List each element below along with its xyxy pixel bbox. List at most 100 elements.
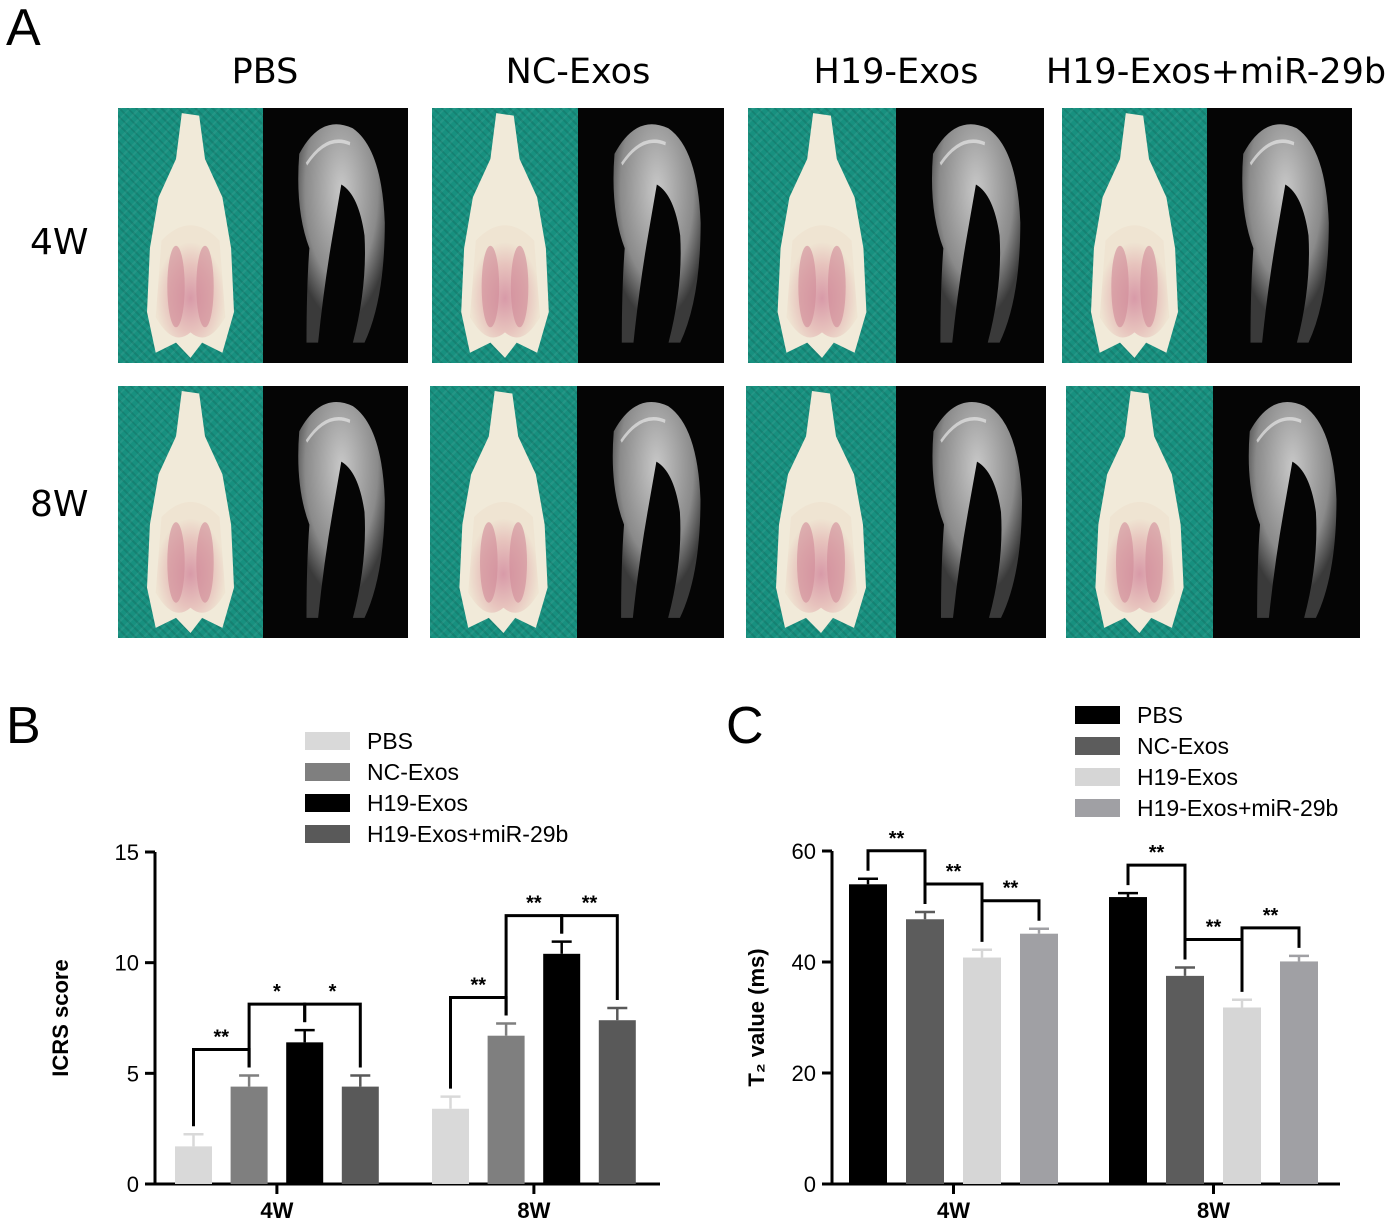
- legend-label-h19-exos: H19-Exos: [1137, 764, 1238, 790]
- legend-swatch-pbs: [1075, 706, 1120, 724]
- mri-scan-nc-exos-4w: [578, 108, 724, 363]
- x-tick-label-4w: 4W: [937, 1198, 970, 1223]
- significance-label: **: [526, 893, 542, 915]
- y-axis-label: T₂ value (ms): [744, 948, 769, 1086]
- legend-label-nc-exos: NC-Exos: [367, 759, 459, 785]
- legend-label-h19-exos: H19-Exos: [367, 790, 468, 816]
- gross-photo-h19-exos-8w: [746, 386, 896, 638]
- bar-nc-exos-8w: [1166, 975, 1204, 1184]
- y-tick-label: 10: [115, 951, 139, 976]
- icrs-score-chart: PBS NC-Exos H19-Exos H19-Exos+miR-29b 0 5 10 15…: [48, 728, 660, 1223]
- significance-bracket: [980, 899, 1041, 942]
- bar-h19-exos-mir-29b-8w: [1280, 961, 1318, 1184]
- bar-h19-exos-mir-29b-4w: [1020, 933, 1058, 1184]
- significance-label: **: [1263, 905, 1279, 927]
- y-tick-label: 40: [792, 950, 816, 975]
- mri-scan-h19-exos-8w: [896, 386, 1046, 638]
- legend-swatch-h19-exos-mir-29b: [305, 825, 350, 843]
- significance-label: **: [582, 893, 598, 915]
- bar-pbs-4w: [849, 884, 887, 1184]
- legend-swatch-nc-exos: [1075, 737, 1120, 755]
- mri-scan-h19-exos-4w: [896, 108, 1044, 363]
- gross-photo-pbs-8w: [118, 386, 263, 638]
- image-pair-h19-exos-4w: [748, 108, 1044, 363]
- x-tick-label-8w: 8W: [1197, 1198, 1230, 1223]
- significance-label: **: [1003, 878, 1019, 900]
- row-label-8w: 8W: [30, 484, 89, 525]
- image-pair-pbs-4w: [118, 108, 408, 363]
- mri-scan-h19-exos-mir-29b-4w: [1207, 108, 1352, 363]
- bar-h19-exos-4w: [963, 957, 1001, 1184]
- mri-scan-h19-exos-mir-29b-8w: [1213, 386, 1360, 638]
- panel-letter-a: A: [6, 0, 41, 57]
- mri-scan-pbs-8w: [263, 386, 408, 638]
- image-pair-nc-exos-4w: [432, 108, 724, 363]
- bar-nc-exos-4w: [906, 919, 944, 1184]
- significance-label: **: [889, 828, 905, 850]
- panel-letter-b: B: [6, 697, 41, 755]
- significance-bracket: [560, 914, 619, 1001]
- legend-label-pbs: PBS: [1137, 702, 1183, 728]
- bar-h19-exos-4w: [286, 1042, 324, 1184]
- image-pair-h19-exos-mir-29b-8w: [1066, 386, 1360, 638]
- image-pair-pbs-8w: [118, 386, 408, 638]
- legend-swatch-h19-exos-mir-29b: [1075, 799, 1120, 817]
- column-header-h19-exos: H19-Exos: [813, 52, 979, 92]
- x-tick-label-4w: 4W: [260, 1198, 293, 1223]
- y-tick-label: 15: [115, 840, 139, 865]
- mri-scan-nc-exos-8w: [577, 386, 724, 638]
- gross-photo-h19-exos-4w: [748, 108, 896, 363]
- significance-label: **: [1206, 917, 1222, 939]
- y-axis-label: ICRS score: [48, 959, 73, 1076]
- legend-swatch-nc-exos: [305, 763, 350, 781]
- panel-letter-c: C: [726, 697, 764, 755]
- column-header-pbs: PBS: [231, 52, 299, 92]
- legend-swatch-h19-exos: [1075, 768, 1120, 786]
- image-pair-nc-exos-8w: [430, 386, 724, 638]
- bar-nc-exos-4w: [230, 1086, 268, 1184]
- significance-label: *: [329, 981, 337, 1003]
- image-pair-h19-exos-mir-29b-4w: [1062, 108, 1352, 363]
- legend-label-pbs: PBS: [367, 728, 413, 754]
- gross-photo-nc-exos-4w: [432, 108, 578, 363]
- x-tick-label-8w: 8W: [517, 1198, 550, 1223]
- row-label-4w: 4W: [30, 222, 89, 263]
- gross-photo-nc-exos-8w: [430, 386, 577, 638]
- significance-bracket: [1240, 926, 1301, 992]
- column-header-h19-exos-mir-29b: H19-Exos+miR-29b: [1045, 52, 1387, 92]
- bar-h19-exos-mir-29b-4w: [341, 1086, 379, 1184]
- image-pair-h19-exos-8w: [746, 386, 1046, 638]
- gross-photo-pbs-4w: [118, 108, 263, 363]
- y-tick-label: 20: [792, 1061, 816, 1086]
- bar-nc-exos-8w: [487, 1035, 525, 1184]
- legend-label-h19-exos-mir-29b: H19-Exos+miR-29b: [1137, 795, 1338, 821]
- significance-label: **: [471, 975, 487, 997]
- y-tick-label: 60: [792, 839, 816, 864]
- column-header-nc-exos: NC-Exos: [505, 52, 651, 92]
- y-tick-label: 0: [127, 1172, 139, 1197]
- significance-bracket: [1126, 863, 1187, 960]
- legend-label-h19-exos-mir-29b: H19-Exos+miR-29b: [367, 821, 568, 847]
- bar-h19-exos-8w: [543, 953, 581, 1184]
- bar-h19-exos-mir-29b-8w: [598, 1020, 636, 1184]
- significance-label: *: [273, 981, 281, 1003]
- mri-scan-pbs-4w: [263, 108, 408, 363]
- significance-label: **: [214, 1027, 230, 1049]
- y-tick-label: 0: [804, 1172, 816, 1197]
- bar-pbs-4w: [175, 1146, 212, 1184]
- significance-label: **: [946, 861, 962, 883]
- significance-bracket: [303, 1002, 362, 1068]
- legend-swatch-h19-exos: [305, 794, 350, 812]
- t2-value-chart: PBS NC-Exos H19-Exos H19-Exos+miR-29b 0 20 40 6…: [744, 702, 1340, 1223]
- gross-photo-h19-exos-mir-29b-8w: [1066, 386, 1213, 638]
- bar-pbs-8w: [1109, 897, 1147, 1184]
- legend-label-nc-exos: NC-Exos: [1137, 733, 1229, 759]
- bar-h19-exos-8w: [1223, 1007, 1261, 1184]
- y-tick-label: 5: [127, 1061, 139, 1086]
- legend-swatch-pbs: [305, 732, 350, 750]
- gross-photo-h19-exos-mir-29b-4w: [1062, 108, 1207, 363]
- bar-pbs-8w: [432, 1108, 469, 1184]
- significance-label: **: [1149, 842, 1165, 864]
- significance-bracket: [866, 849, 927, 905]
